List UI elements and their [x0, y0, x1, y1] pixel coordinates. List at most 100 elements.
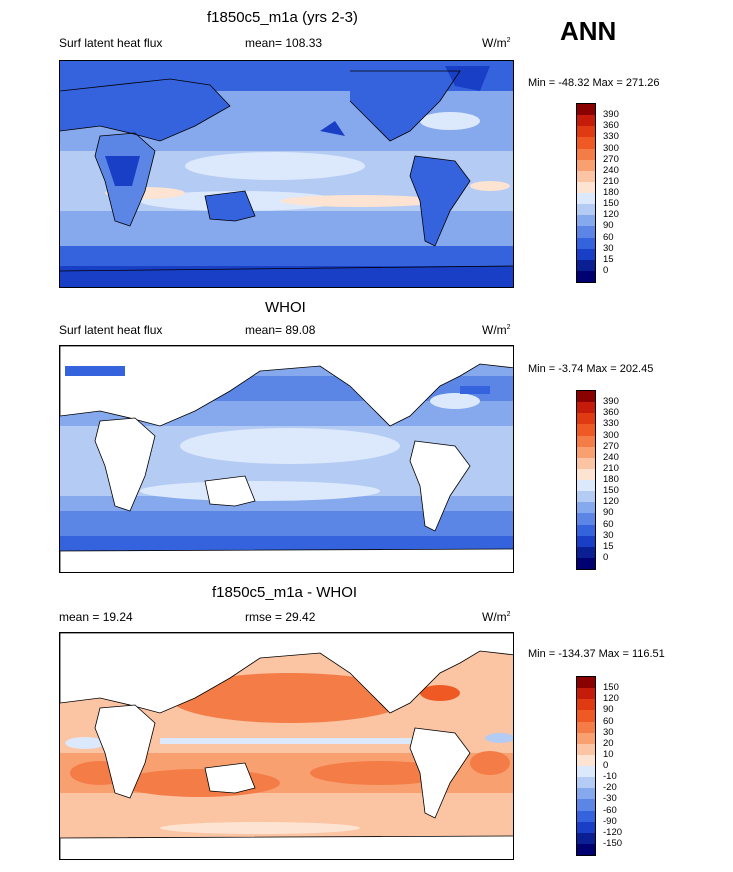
panel-1-colorbar — [576, 103, 596, 283]
colorbar-tick-label: 150 — [603, 682, 619, 694]
colorbar-segment — [577, 524, 595, 536]
colorbar-segment — [577, 446, 595, 458]
colorbar-segment — [577, 204, 595, 216]
colorbar-segment — [577, 104, 595, 116]
colorbar-tick-label: 60 — [603, 231, 614, 243]
colorbar-tick-label: 15 — [603, 540, 614, 552]
colorbar-segment — [577, 732, 595, 744]
colorbar-segment — [577, 226, 595, 238]
colorbar-segment — [577, 148, 595, 160]
colorbar-segment — [577, 688, 595, 700]
colorbar-segment — [577, 699, 595, 711]
panel-3-unit: W/m2 — [482, 610, 511, 624]
colorbar-segment — [577, 710, 595, 722]
colorbar-segment — [577, 777, 595, 789]
colorbar-tick-label: 90 — [603, 704, 614, 716]
colorbar-segment — [577, 799, 595, 811]
colorbar-tick-label: 150 — [603, 198, 619, 210]
colorbar-segment — [577, 237, 595, 249]
colorbar-segment — [577, 457, 595, 469]
colorbar-segment — [577, 181, 595, 193]
colorbar-tick-label: 330 — [603, 418, 619, 430]
panel-2-variable-label: Surf latent heat flux — [59, 323, 163, 337]
colorbar-tick-label: 10 — [603, 748, 614, 760]
colorbar-tick-label: 120 — [603, 496, 619, 508]
colorbar-tick-label: 300 — [603, 429, 619, 441]
colorbar-tick-label: 30 — [603, 726, 614, 738]
colorbar-tick-label: -150 — [603, 837, 623, 849]
colorbar-tick-label: 360 — [603, 120, 619, 132]
colorbar-tick-label: 270 — [603, 153, 619, 165]
colorbar-tick-label: 0 — [603, 264, 609, 276]
colorbar-tick-label: 300 — [603, 142, 619, 154]
panel-2-map — [59, 345, 514, 573]
colorbar-tick-label: 150 — [603, 485, 619, 497]
colorbar-tick-label: -120 — [603, 826, 623, 838]
colorbar-segment — [577, 270, 595, 282]
colorbar-tick-label: 90 — [603, 507, 614, 519]
colorbar-segment — [577, 480, 595, 492]
colorbar-tick-label: 240 — [603, 164, 619, 176]
colorbar-segment — [577, 435, 595, 447]
colorbar-tick-label: -10 — [603, 771, 617, 783]
panel-1-mean-label: mean= 108.33 — [245, 36, 323, 50]
colorbar-segment — [577, 557, 595, 569]
colorbar-segment — [577, 677, 595, 689]
colorbar-segment — [577, 491, 595, 503]
panel-1-variable-label: Surf latent heat flux — [59, 36, 163, 50]
colorbar-segment — [577, 248, 595, 260]
colorbar-segment — [577, 402, 595, 414]
colorbar-tick-label: 30 — [603, 242, 614, 254]
colorbar-segment — [577, 721, 595, 733]
colorbar-tick-label: 270 — [603, 440, 619, 452]
colorbar-tick-label: 60 — [603, 518, 614, 530]
colorbar-tick-label: 30 — [603, 529, 614, 541]
colorbar-segment — [577, 832, 595, 844]
colorbar-tick-label: -20 — [603, 782, 617, 794]
panel-1-unit: W/m2 — [482, 36, 511, 50]
colorbar-tick-label: 240 — [603, 451, 619, 463]
colorbar-tick-label: 0 — [603, 551, 609, 563]
colorbar-segment — [577, 535, 595, 547]
colorbar-tick-label: 180 — [603, 474, 619, 485]
panel-3-mean-label: mean = 19.24 — [59, 610, 133, 624]
panel-2-mean-label: mean= 89.08 — [245, 323, 316, 337]
colorbar-tick-label: 360 — [603, 407, 619, 419]
colorbar-tick-label: 390 — [603, 396, 619, 408]
colorbar-tick-label: 0 — [603, 760, 609, 771]
colorbar-segment — [577, 754, 595, 766]
panel-1-minmax: Min = -48.32 Max = 271.26 — [528, 77, 660, 89]
colorbar-tick-label: -30 — [603, 793, 617, 805]
colorbar-segment — [577, 468, 595, 480]
colorbar-segment — [577, 766, 595, 778]
panel-3-title: f1850c5_m1a - WHOI — [212, 584, 358, 601]
colorbar-segment — [577, 502, 595, 514]
panel-3-colorbar — [576, 676, 596, 856]
colorbar-tick-label: -60 — [603, 804, 617, 816]
panel-1-map — [59, 60, 514, 288]
panel-3-rmse-label: rmse = 29.42 — [245, 610, 316, 624]
colorbar-segment — [577, 788, 595, 800]
panel-3-map — [59, 632, 514, 860]
colorbar-tick-label: 390 — [603, 109, 619, 121]
colorbar-tick-label: 20 — [603, 737, 614, 749]
colorbar-segment — [577, 193, 595, 205]
colorbar-segment — [577, 821, 595, 833]
panel-2-colorbar — [576, 390, 596, 570]
panel-2-minmax: Min = -3.74 Max = 202.45 — [528, 363, 654, 375]
colorbar-segment — [577, 424, 595, 436]
colorbar-segment — [577, 391, 595, 403]
colorbar-segment — [577, 126, 595, 138]
colorbar-segment — [577, 137, 595, 149]
panel-2-title: WHOI — [265, 299, 306, 316]
colorbar-segment — [577, 170, 595, 182]
colorbar-tick-label: 210 — [603, 175, 619, 187]
colorbar-segment — [577, 810, 595, 822]
colorbar-tick-label: 210 — [603, 462, 619, 474]
colorbar-segment — [577, 259, 595, 271]
colorbar-tick-label: 120 — [603, 693, 619, 705]
colorbar-tick-label: 15 — [603, 253, 614, 265]
colorbar-tick-label: 120 — [603, 209, 619, 221]
colorbar-tick-label: 330 — [603, 131, 619, 143]
colorbar-segment — [577, 115, 595, 127]
